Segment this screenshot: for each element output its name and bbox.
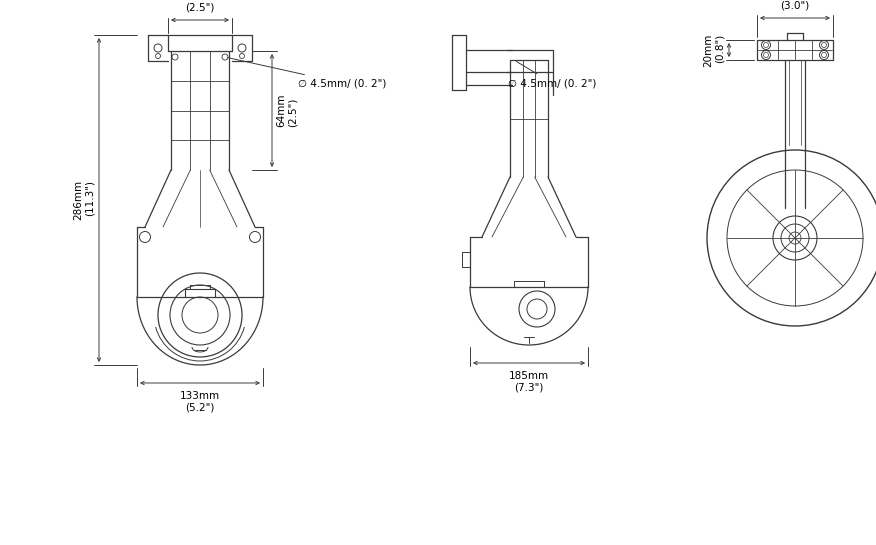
Text: 133mm
(5.2"): 133mm (5.2") xyxy=(180,391,220,413)
Text: 286mm
(11.3"): 286mm (11.3") xyxy=(74,180,95,220)
Text: 185mm
(7.3"): 185mm (7.3") xyxy=(509,371,549,392)
Text: 64mm
(2.5"): 64mm (2.5") xyxy=(183,0,216,12)
Text: 64mm
(2.5"): 64mm (2.5") xyxy=(276,94,298,127)
Text: 20mm
(0.8"): 20mm (0.8") xyxy=(703,33,725,66)
Text: ∅ 4.5mm/ (0. 2"): ∅ 4.5mm/ (0. 2") xyxy=(228,58,386,88)
Text: ∅ 4.5mm/ (0. 2"): ∅ 4.5mm/ (0. 2") xyxy=(508,62,597,88)
Text: 76mm
(3.0"): 76mm (3.0") xyxy=(778,0,812,10)
